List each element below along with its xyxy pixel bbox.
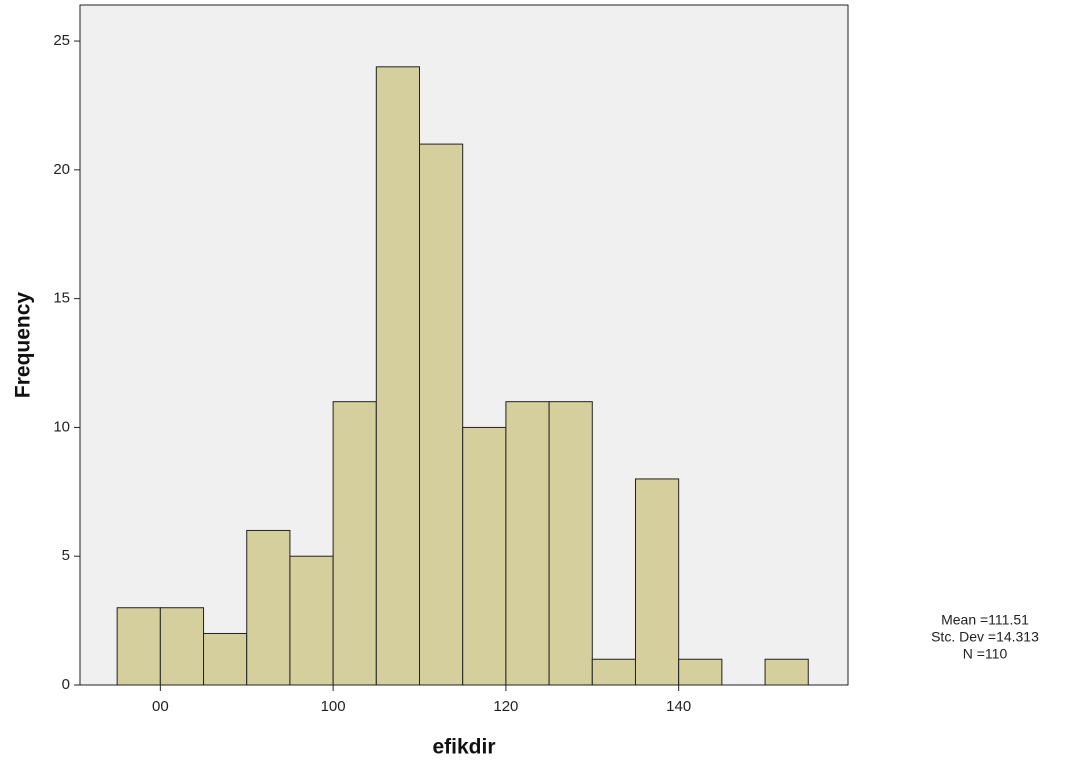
bar: [332, 401, 377, 686]
bar: [203, 632, 248, 686]
bar: [116, 607, 161, 686]
bar: [462, 426, 507, 686]
bar: [764, 658, 809, 686]
x-tick-label: 00: [152, 698, 169, 715]
y-tick-label: 10: [53, 418, 70, 435]
y-tick-label: 20: [53, 161, 70, 178]
bar: [634, 478, 680, 686]
x-tick-label: 140: [666, 698, 691, 715]
bar: [419, 143, 464, 686]
bar: [246, 529, 291, 686]
bar: [678, 658, 723, 686]
y-tick-label: 5: [62, 547, 70, 564]
x-tick-label: 100: [321, 698, 346, 715]
bar: [505, 401, 550, 686]
bar: [159, 607, 205, 686]
stat-label: N =110: [963, 646, 1008, 662]
stat-label: Mean =111.51: [941, 612, 1029, 628]
bar: [289, 555, 334, 686]
bar: [548, 401, 593, 686]
bar: [375, 66, 421, 686]
y-tick-label: 15: [53, 290, 70, 307]
stat-label: Stc. Dev =14.313: [931, 629, 1039, 645]
bar: [591, 658, 636, 686]
x-axis-title: efikdir: [432, 736, 495, 759]
y-tick-label: 25: [53, 32, 70, 49]
x-tick-label: 120: [493, 698, 518, 715]
y-tick-label: 0: [62, 676, 70, 693]
y-axis-title: Frequency: [12, 292, 35, 399]
